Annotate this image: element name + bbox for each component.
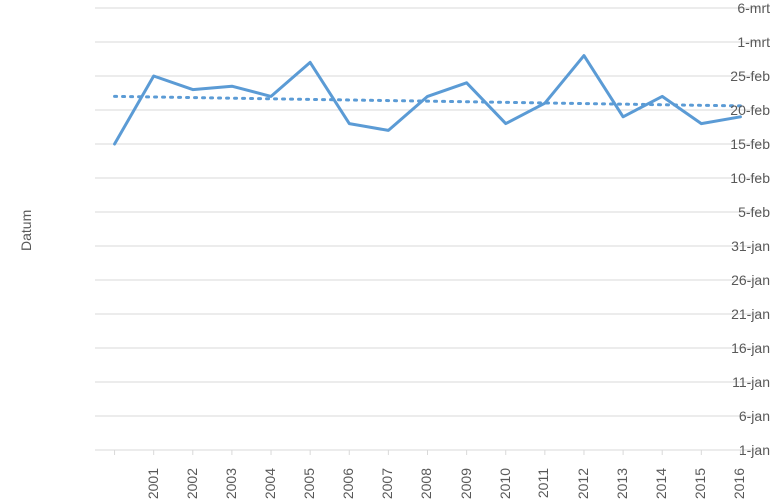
x-tick-label: 2010: [497, 468, 513, 499]
x-tick-label: 2005: [301, 468, 317, 499]
x-tick-label: 2014: [653, 468, 669, 499]
x-tick-label: 2006: [340, 468, 356, 499]
y-tick-label: 11-jan: [685, 374, 770, 390]
x-tick-label: 2008: [419, 468, 435, 499]
x-tick-label: 2013: [614, 468, 630, 499]
line-chart: 1-jan 6-jan 11-jan 16-jan 21-jan 26-jan 31-jan…: [0, 0, 770, 503]
y-tick-label: 25-feb: [685, 68, 770, 84]
y-tick-label: 10-feb: [685, 170, 770, 186]
x-tick-label: 2015: [692, 468, 708, 499]
y-tick-label: 31-jan: [685, 238, 770, 254]
x-tick-label: 2001: [145, 468, 161, 499]
x-tick-label: 2011: [535, 468, 551, 498]
y-tick-label: 26-jan: [685, 272, 770, 288]
y-tick-label: 5-feb: [685, 204, 770, 220]
x-tick-label: 2007: [379, 468, 395, 499]
x-tick-label: 2016: [731, 468, 747, 499]
x-tick-label: 2004: [262, 468, 278, 499]
y-tick-label: 20-feb: [685, 102, 770, 118]
y-tick-label: 1-mrt: [685, 34, 770, 50]
y-tick-label: 21-jan: [685, 306, 770, 322]
y-tick-label: 1-jan: [685, 442, 770, 458]
x-tick-label: 2012: [575, 468, 591, 499]
y-axis-title: Datum: [18, 210, 34, 251]
y-tick-label: 6-mrt: [685, 0, 770, 16]
x-tick-label: 2002: [184, 468, 200, 499]
x-tick-label: 2009: [458, 468, 474, 499]
x-tick-label: 2003: [223, 468, 239, 499]
y-tick-label: 16-jan: [685, 340, 770, 356]
y-tick-label: 15-feb: [685, 136, 770, 152]
y-tick-label: 6-jan: [685, 408, 770, 424]
